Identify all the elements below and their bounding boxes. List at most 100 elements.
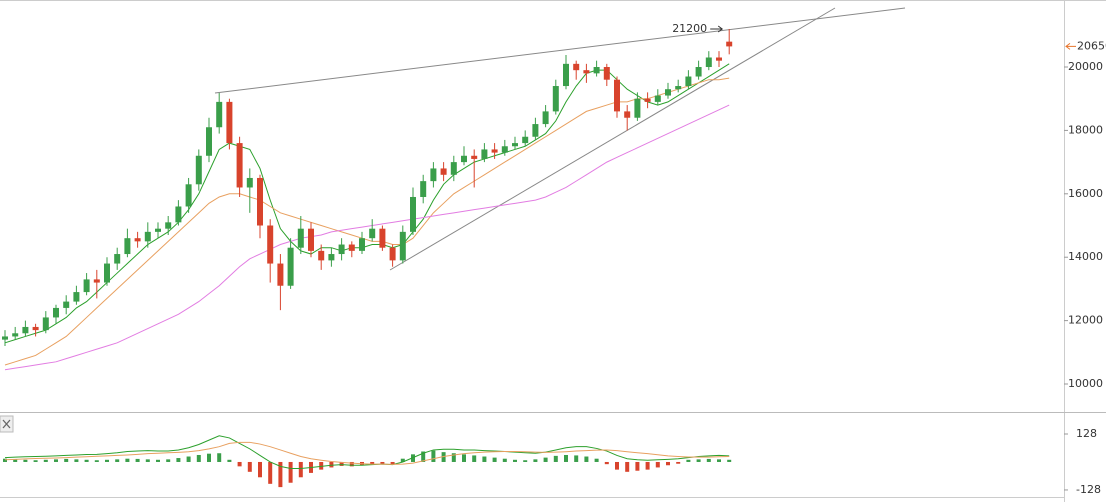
ma-line [4,435,730,470]
y-tick-label: 20000 [1068,60,1103,73]
macd-bar [94,460,99,462]
candle-body [481,149,488,159]
candle-body [155,228,161,232]
macd-bar [329,461,334,468]
candle-body [73,292,80,302]
macd-bar [217,453,222,462]
candle-body [573,63,580,71]
macd-bar [574,455,579,462]
macd-bar [441,452,446,462]
candle-body [726,41,733,47]
macd-bar [594,458,599,462]
macd-bar [207,453,211,462]
trend-line [214,7,906,94]
candle-body [369,228,376,239]
y-tick-label: 16000 [1068,187,1103,200]
candle-body [175,206,182,223]
candle-body [216,101,223,128]
macd-bar [196,454,201,462]
candle-body [338,244,345,255]
candle-body [695,67,702,77]
macd-bar [84,459,89,462]
macd-bar [105,459,109,462]
candle-body [165,222,172,229]
macd-bar [411,454,415,462]
macd-bar [166,459,171,462]
high-arrow [710,25,724,33]
candle-body [522,136,529,144]
macd-bar [706,458,711,462]
macd-bar [247,461,252,472]
candle-body [501,146,508,153]
y-tick-label: -128 [1076,483,1101,496]
macd-bar [115,459,120,462]
candle-body [471,155,478,159]
candle-body [491,149,498,153]
y-tick-label: 14000 [1068,250,1103,263]
macd-bar [400,458,405,462]
macd-bar [43,459,48,462]
candle-body [552,86,559,112]
macd-bar [186,456,191,462]
candle-body [634,98,641,118]
macd-bar [727,459,732,462]
candle-body [461,155,467,163]
ma-line [4,63,730,344]
macd-bar [339,461,344,466]
macd-bar [492,457,497,462]
candle-body [563,63,569,87]
macd-bar [645,461,650,470]
candle-body [420,181,427,197]
candle-body [277,263,284,286]
macd-bar [135,458,140,462]
macd-bar [74,459,79,462]
macd-bar [513,459,517,462]
macd-bar [421,451,426,462]
candle-body [583,70,590,74]
macd-bar [370,461,375,465]
macd-bar [523,460,528,462]
close-icon[interactable] [2,419,11,429]
macd-bar [156,459,160,462]
macd-bar [227,459,232,462]
candle-body [440,168,447,175]
macd-bar [482,456,487,462]
candle-body [124,238,131,255]
candle-body [379,228,386,248]
candle-body [287,247,294,286]
candle-body [389,247,396,261]
macd-bar [23,459,28,462]
candle-body [328,254,335,261]
y-tick-label: 10000 [1068,377,1103,390]
candle-body [614,79,620,112]
macd-bar [543,457,548,462]
candle-body [42,317,49,331]
candle-body [63,301,70,308]
macd-bar [33,460,38,462]
macd-bar [268,461,273,484]
macd-bar [472,455,477,462]
high-annotation: 21200 [672,22,707,35]
macd-bar [54,459,58,462]
candle-body [297,228,304,248]
macd-bar [564,454,568,462]
macd-bar [533,459,538,462]
macd-bar [390,461,395,465]
macd-bar [615,461,619,470]
last-price: 20650 [1077,39,1106,52]
candle-body [53,307,59,318]
macd-bar [288,461,293,483]
macd-bar [604,461,609,465]
macd-bar [666,461,670,466]
candle-body [603,67,610,80]
macd-bar [502,458,507,462]
candle-body [267,225,274,264]
macd-bar [349,461,354,467]
ma-line [4,77,730,366]
candle-body [410,196,416,232]
candle-body [185,184,192,207]
macd-bar [696,459,701,462]
trend-line [389,7,836,271]
candle-body [2,336,8,340]
